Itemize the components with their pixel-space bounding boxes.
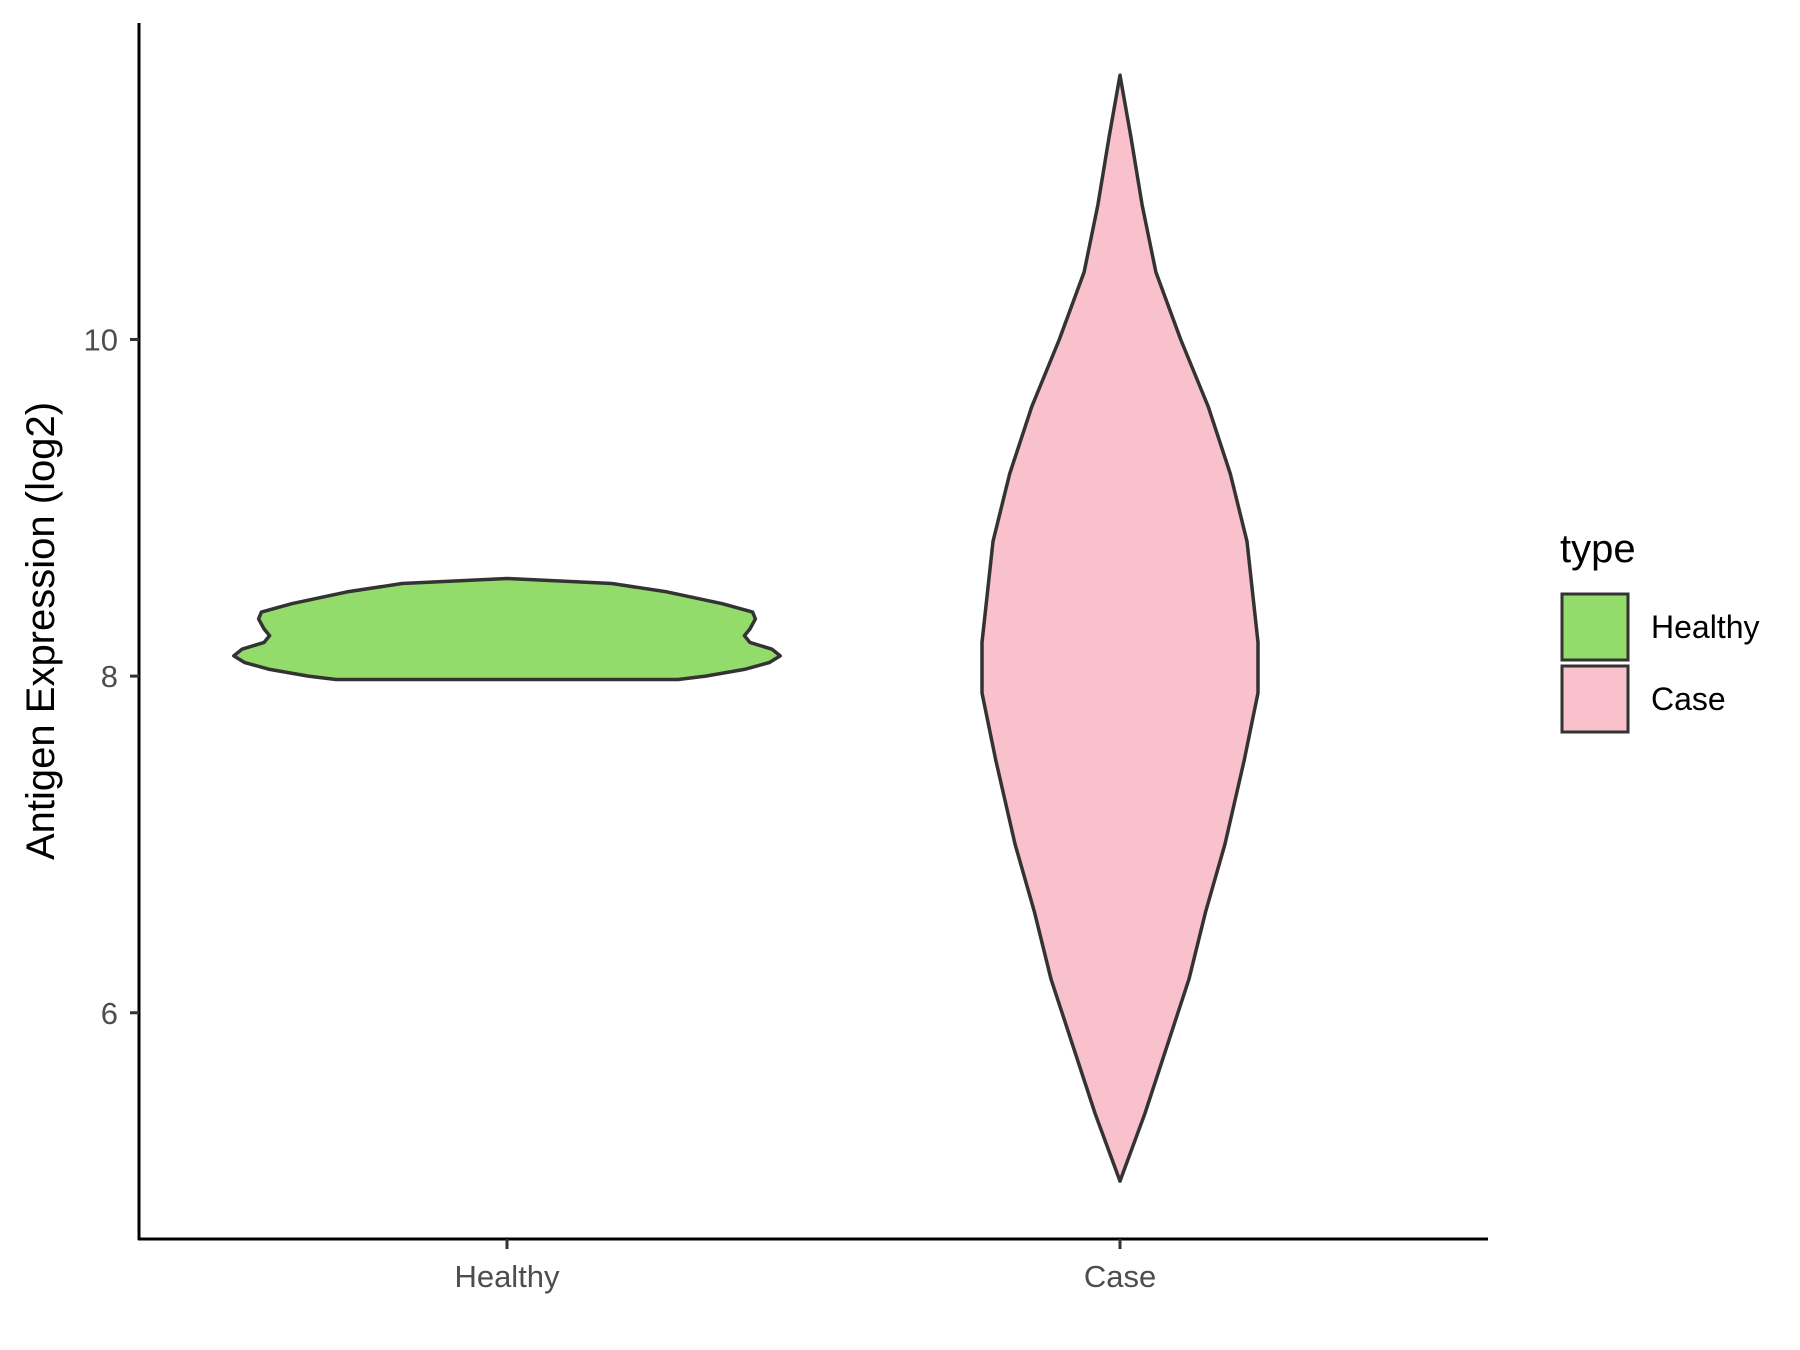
y-tick-label: 6 bbox=[101, 996, 118, 1031]
x-ticks: Healthy Case bbox=[454, 1239, 1156, 1294]
legend-swatch-case bbox=[1560, 664, 1630, 734]
violin-layer bbox=[232, 73, 1260, 1183]
x-tick-label-healthy: Healthy bbox=[454, 1259, 560, 1294]
legend-label-case: Case bbox=[1651, 681, 1726, 717]
violin-case bbox=[980, 73, 1260, 1183]
y-ticks: 6 8 10 bbox=[84, 322, 139, 1031]
legend-label-healthy: Healthy bbox=[1651, 609, 1760, 645]
y-tick-label: 10 bbox=[84, 322, 118, 357]
violin-healthy bbox=[232, 576, 782, 682]
y-axis-title: Antigen Expression (log2) bbox=[19, 402, 63, 860]
legend-title: type bbox=[1560, 527, 1636, 571]
x-tick-label-case: Case bbox=[1084, 1259, 1156, 1294]
legend-items: Healthy Case bbox=[1560, 592, 1760, 734]
legend: type Healthy Case bbox=[1560, 527, 1760, 734]
legend-swatch-healthy bbox=[1560, 592, 1630, 662]
y-tick-label: 8 bbox=[101, 659, 118, 694]
